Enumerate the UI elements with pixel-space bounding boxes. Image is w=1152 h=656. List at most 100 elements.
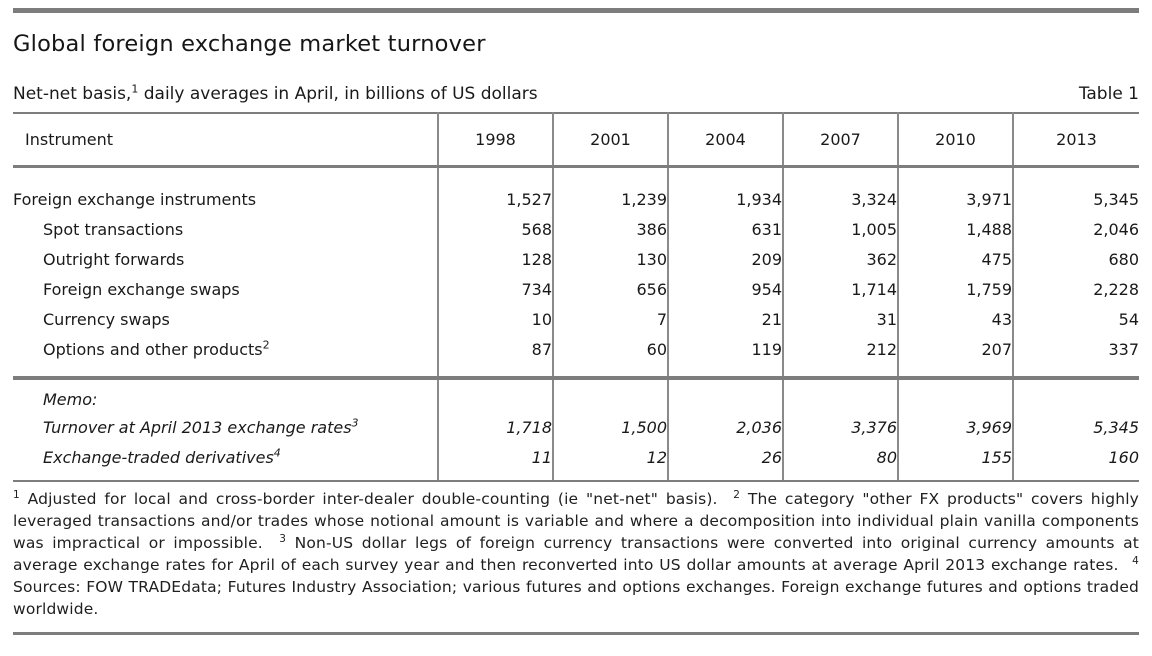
value-cell: 362 (782, 244, 898, 274)
value-cell: 1,527 (437, 166, 553, 214)
value-cell: 87 (437, 334, 553, 378)
page-title: Global foreign exchange market turnover (13, 31, 486, 57)
bottom-rule (13, 632, 1139, 635)
value-cell: 386 (552, 214, 668, 244)
value-cell: 155 (897, 442, 1013, 482)
value-cell: 5,345 (1012, 166, 1139, 214)
value-cell: 26 (667, 442, 783, 482)
value-cell: 954 (667, 274, 783, 304)
value-cell: 130 (552, 244, 668, 274)
footnote-ref: 4 (273, 446, 281, 460)
value-cell: 1,759 (897, 274, 1013, 304)
subtitle-footnote-ref: 1 (131, 82, 139, 96)
column-header-2013: 2013 (1012, 113, 1139, 168)
value-cell: 5,345 (1012, 412, 1139, 442)
value-cell: 3,376 (782, 412, 898, 442)
value-cell: 209 (667, 244, 783, 274)
table-row: Memo: (13, 376, 1139, 412)
value-cell: 54 (1012, 304, 1139, 334)
row-label: Memo: (13, 376, 438, 412)
table-subtitle: Net-net basis,1 daily averages in April,… (13, 82, 538, 106)
value-cell: 60 (552, 334, 668, 378)
footnote-ref: 3 (279, 532, 287, 545)
value-cell: 207 (897, 334, 1013, 378)
table-body: Foreign exchange instruments 1,527 1,239 1,… (13, 166, 1139, 378)
value-cell (552, 376, 668, 412)
value-cell: 2,036 (667, 412, 783, 442)
value-cell: 568 (437, 214, 553, 244)
table-row: Options and other products2 87 60 119 212 207… (13, 334, 1139, 378)
value-cell: 1,239 (552, 166, 668, 214)
value-cell: 631 (667, 214, 783, 244)
value-cell: 12 (552, 442, 668, 482)
column-header-2007: 2007 (782, 113, 898, 168)
value-cell: 337 (1012, 334, 1139, 378)
column-header-2001: 2001 (552, 113, 668, 168)
row-label: Currency swaps (43, 309, 170, 329)
row-label: Foreign exchange swaps (43, 279, 240, 299)
fx-turnover-table: Instrument 1998 2001 2004 2007 2010 2013… (13, 112, 1139, 482)
value-cell: 1,488 (897, 214, 1013, 244)
value-cell: 1,005 (782, 214, 898, 244)
value-cell: 160 (1012, 442, 1139, 482)
row-label: Options and other products2 (43, 338, 270, 359)
table-row: Exchange-traded derivatives4 11 12 26 80 155 1… (13, 442, 1139, 482)
top-rule (13, 8, 1139, 13)
footnote-ref: 1 (13, 488, 20, 501)
value-cell: 11 (437, 442, 553, 482)
value-cell: 21 (667, 304, 783, 334)
value-cell: 212 (782, 334, 898, 378)
value-cell: 1,718 (437, 412, 553, 442)
table-row: Spot transactions 568 386 631 1,005 1,488 2,04… (13, 214, 1139, 244)
value-cell: 119 (667, 334, 783, 378)
value-cell: 3,971 (897, 166, 1013, 214)
table-memo-section: Memo: Turnover at April 2013 exchange rat… (13, 376, 1139, 482)
value-cell: 43 (897, 304, 1013, 334)
value-cell: 1,500 (552, 412, 668, 442)
row-label: Exchange-traded derivatives4 (13, 442, 438, 482)
value-cell: 656 (552, 274, 668, 304)
value-cell: 3,324 (782, 166, 898, 214)
column-header-instrument: Instrument (13, 113, 438, 168)
column-header-2004: 2004 (667, 113, 783, 168)
table-row: Outright forwards 128 130 209 362 475 680 (13, 244, 1139, 274)
value-cell: 2,046 (1012, 214, 1139, 244)
footnote-ref: 2 (262, 338, 270, 352)
table-row: Foreign exchange swaps 734 656 954 1,714 1,75… (13, 274, 1139, 304)
column-header-1998: 1998 (437, 113, 553, 168)
value-cell: 734 (437, 274, 553, 304)
value-cell: 2,228 (1012, 274, 1139, 304)
table-row: Foreign exchange instruments 1,527 1,239 1,… (13, 166, 1139, 214)
header-row: Instrument 1998 2001 2004 2007 2010 2013 (13, 113, 1139, 168)
footnote-ref: 2 (733, 488, 741, 501)
row-label: Foreign exchange instruments (13, 189, 257, 209)
subtitle-text: Net-net basis, (13, 84, 132, 104)
subtitle-row: Net-net basis,1 daily averages in April,… (13, 82, 1139, 112)
value-cell: 128 (437, 244, 553, 274)
value-cell: 80 (782, 442, 898, 482)
value-cell: 7 (552, 304, 668, 334)
row-label: Outright forwards (43, 249, 185, 269)
value-cell: 1,714 (782, 274, 898, 304)
footnotes-paragraph: 1 Adjusted for local and cross-border in… (13, 488, 1139, 618)
value-cell: 680 (1012, 244, 1139, 274)
value-cell (667, 376, 783, 412)
subtitle-text-cont: daily averages in April, in billions of … (138, 84, 538, 104)
value-cell: 31 (782, 304, 898, 334)
value-cell: 1,934 (667, 166, 783, 214)
value-cell (782, 376, 898, 412)
value-cell: 10 (437, 304, 553, 334)
value-cell (897, 376, 1013, 412)
row-label: Turnover at April 2013 exchange rates3 (43, 416, 359, 437)
footnote-ref: 3 (351, 416, 359, 430)
footnote-ref: 4 (1132, 554, 1139, 567)
table-row: Turnover at April 2013 exchange rates3 1,… (13, 412, 1139, 442)
table-number-label: Table 1 (1078, 84, 1139, 104)
value-cell (1012, 376, 1139, 412)
value-cell: 475 (897, 244, 1013, 274)
table-row: Currency swaps 10 7 21 31 43 54 (13, 304, 1139, 334)
column-header-2010: 2010 (897, 113, 1013, 168)
table-header: Instrument 1998 2001 2004 2007 2010 2013 (13, 113, 1139, 168)
row-label: Spot transactions (43, 219, 184, 239)
value-cell (437, 376, 553, 412)
